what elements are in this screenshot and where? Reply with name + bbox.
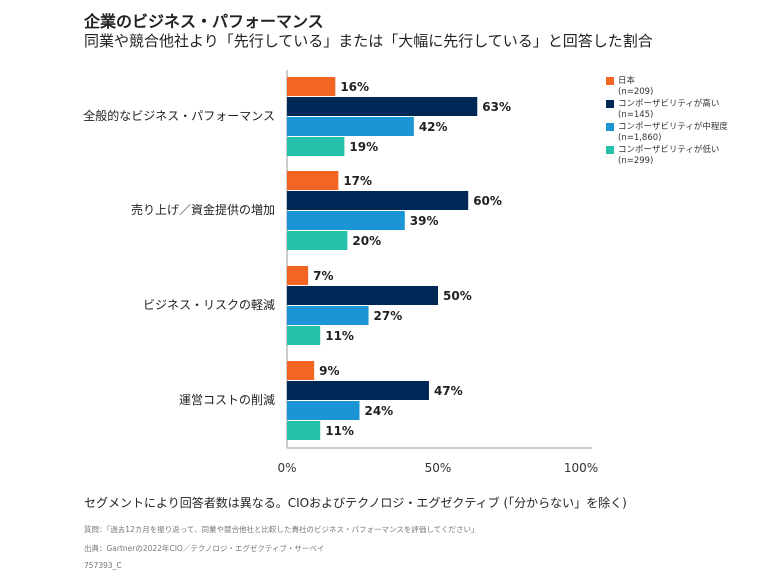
category-label: 全般的なビジネス・パフォーマンス <box>83 108 275 123</box>
legend-item: コンポーザビリティが高い (n=145) <box>606 99 728 121</box>
legend-item: 日本 (n=209) <box>606 76 728 98</box>
data-label: 50% <box>443 289 472 303</box>
category-label: 運営コストの削減 <box>179 392 275 407</box>
legend-label: コンポーザビリティが高い <box>618 99 720 109</box>
x-tick-label: 100% <box>564 461 598 475</box>
data-label: 24% <box>364 404 393 418</box>
figure-id: 757393_C <box>84 561 122 570</box>
bar <box>287 171 339 190</box>
data-label: 11% <box>325 329 354 343</box>
data-label: 16% <box>340 80 369 94</box>
legend-label: コンポーザビリティが中程度 <box>618 122 728 132</box>
bar <box>287 137 345 156</box>
data-label: 19% <box>349 140 378 154</box>
data-label: 27% <box>374 309 403 323</box>
category-label: 売り上げ／資金提供の増加 <box>131 202 275 217</box>
legend-item: コンポーザビリティが中程度 (n=1,860) <box>606 122 728 144</box>
x-tick-label: 0% <box>277 461 296 475</box>
chart-title: 企業のビジネス・パフォーマンス <box>84 12 324 31</box>
legend-swatch <box>606 100 614 108</box>
footnote: セグメントにより回答者数は異なる。CIOおよびテクノロジ・エグゼクティブ (「分… <box>84 496 627 510</box>
bar <box>287 286 438 305</box>
chart-subtitle: 同業や競合他社より「先行している」または「大幅に先行している」と回答した割合 <box>84 32 653 50</box>
legend-label: 日本 <box>618 76 636 86</box>
bar <box>287 381 429 400</box>
question-text: 質問：「過去12カ月を振り返って、同業や競合他社と比較した貴社のビジネス・パフォ… <box>84 525 479 534</box>
bar <box>287 231 348 250</box>
source-text: 出典：Gartnerの2022年CIO／テクノロジ・エグゼクティブ・サーベイ <box>84 544 325 553</box>
legend-item: コンポーザビリティが低い (n=299) <box>606 145 728 167</box>
legend-swatch <box>606 77 614 85</box>
legend-swatch <box>606 146 614 154</box>
bar <box>287 191 469 210</box>
category-label: ビジネス・リスクの軽減 <box>143 297 275 312</box>
bar <box>287 421 321 440</box>
data-label: 63% <box>482 100 511 114</box>
legend-n: (n=145) <box>618 110 654 120</box>
bar <box>287 401 360 420</box>
legend-n: (n=209) <box>618 87 654 97</box>
data-label: 39% <box>410 214 439 228</box>
legend: 日本 (n=209) コンポーザビリティが高い (n=145) コンポーザビリティが中程… <box>606 76 728 168</box>
data-label: 42% <box>419 120 448 134</box>
x-tick-label: 50% <box>425 461 452 475</box>
bar <box>287 211 405 230</box>
data-label: 17% <box>343 174 372 188</box>
bar <box>287 306 369 325</box>
data-label: 7% <box>313 269 333 283</box>
data-label: 20% <box>352 234 381 248</box>
bar <box>287 266 309 285</box>
data-label: 9% <box>319 364 339 378</box>
bar <box>287 77 336 96</box>
legend-n: (n=299) <box>618 156 654 166</box>
legend-swatch <box>606 123 614 131</box>
bar <box>287 326 321 345</box>
bar <box>287 97 478 116</box>
data-label: 11% <box>325 424 354 438</box>
bar <box>287 117 414 136</box>
bar <box>287 361 315 380</box>
data-label: 60% <box>473 194 502 208</box>
data-label: 47% <box>434 384 463 398</box>
legend-label: コンポーザビリティが低い <box>618 145 720 155</box>
legend-n: (n=1,860) <box>618 133 662 143</box>
